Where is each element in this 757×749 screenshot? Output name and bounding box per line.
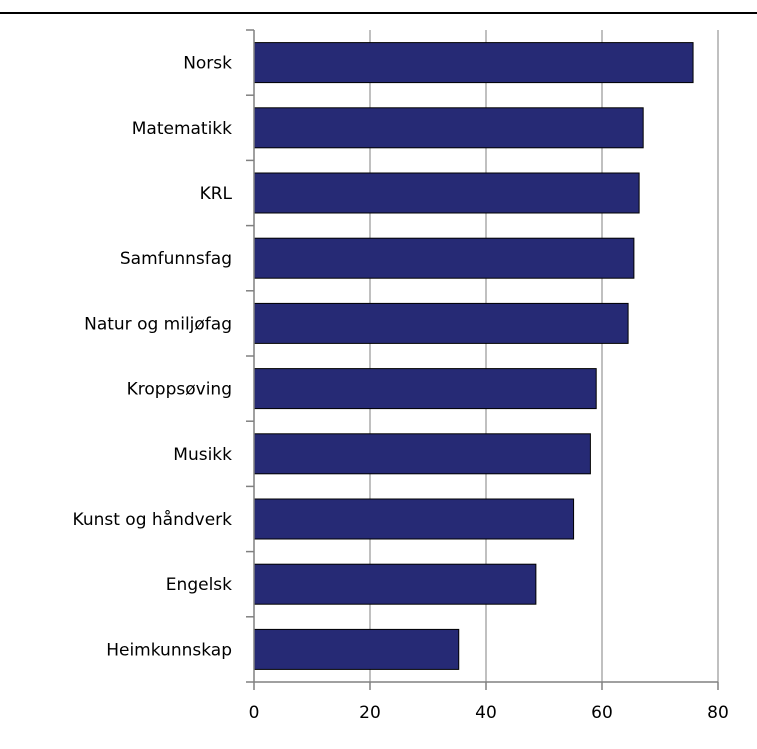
x-tick-label: 20 (359, 703, 381, 723)
category-label: Matematikk (132, 119, 232, 139)
bar (253, 563, 537, 605)
x-tick-label: 40 (475, 703, 497, 723)
x-tick-label: 80 (707, 703, 729, 723)
bar (253, 42, 694, 84)
category-label: Engelsk (166, 575, 232, 595)
bar (253, 107, 644, 149)
x-tick-labels: 0 20 40 60 80 (249, 703, 729, 723)
category-label: KRL (200, 184, 233, 204)
bar (253, 628, 460, 670)
category-labels: Norsk Matematikk KRL Samfunnsfag Natur og mi… (73, 54, 233, 661)
bar (253, 433, 591, 475)
category-label: Kroppsøving (127, 380, 232, 400)
category-label: Heimkunnskap (106, 640, 232, 660)
x-tick-label: 60 (591, 703, 613, 723)
category-label: Musikk (173, 445, 232, 465)
bar (253, 172, 640, 214)
bar (253, 302, 629, 344)
bar (253, 368, 597, 410)
category-label: Kunst og håndverk (73, 509, 233, 530)
x-tick-label: 0 (249, 703, 260, 723)
bar (253, 237, 635, 279)
axes (246, 29, 719, 690)
bars (253, 42, 694, 670)
category-label: Norsk (183, 54, 232, 74)
category-label: Samfunnsfag (120, 249, 232, 269)
category-label: Natur og miljøfag (84, 314, 232, 334)
bar (253, 498, 575, 540)
